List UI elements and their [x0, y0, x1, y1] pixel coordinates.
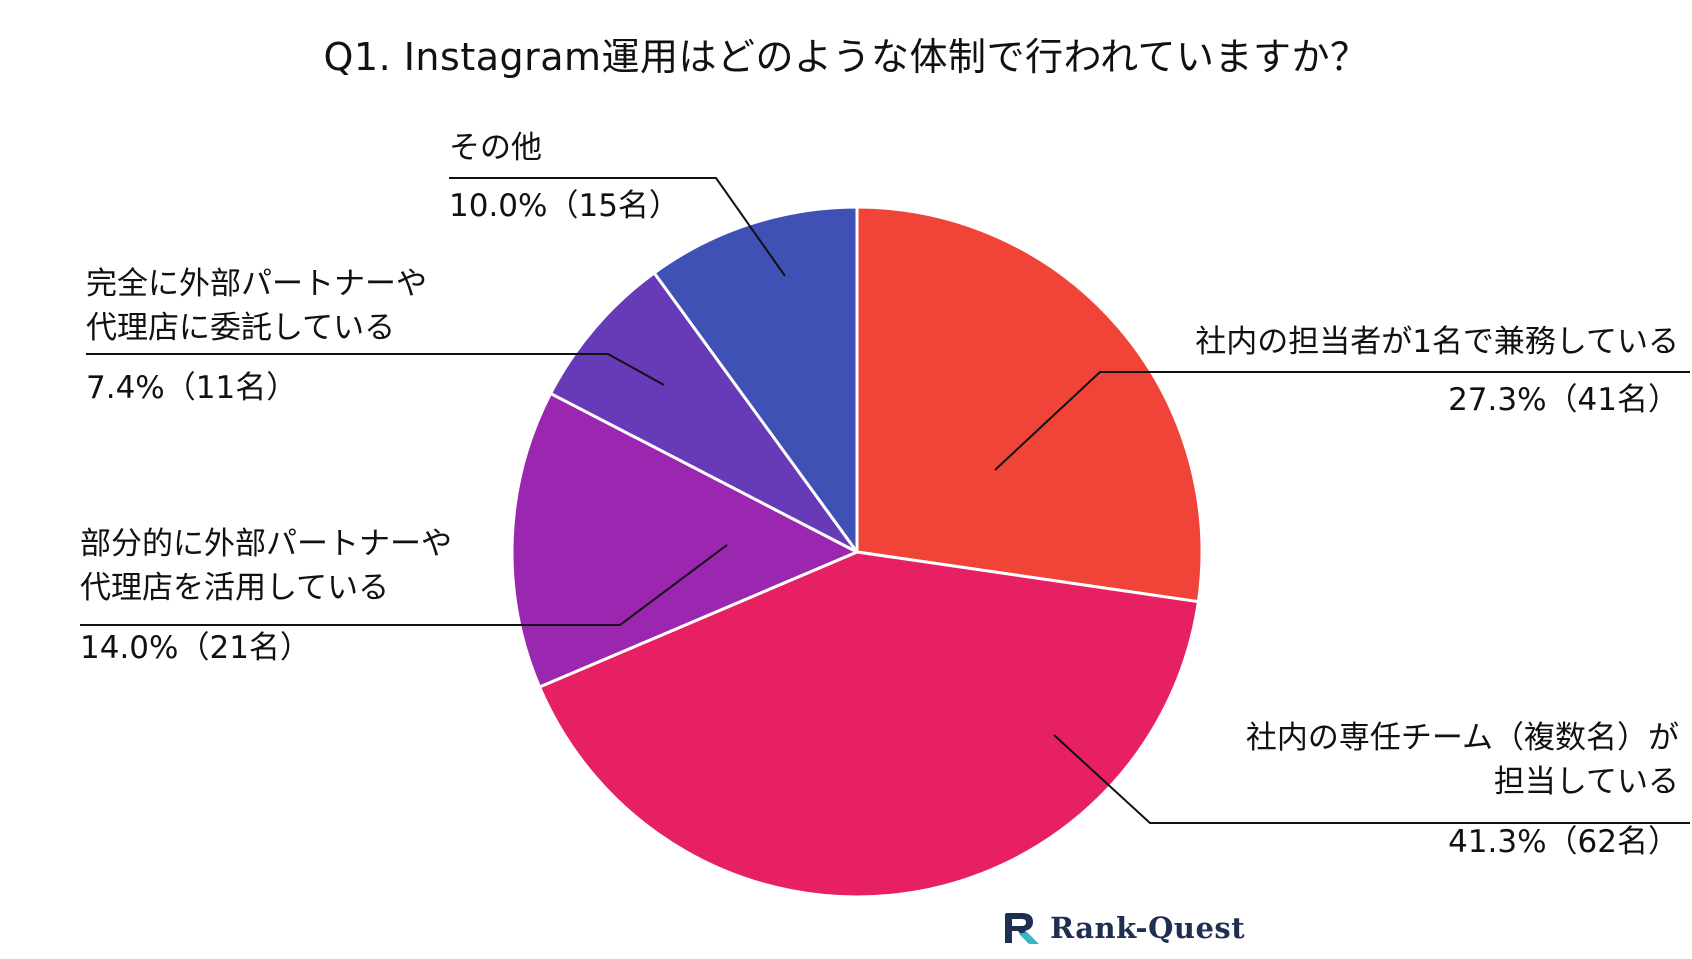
slice-dedicated-team [538, 550, 1200, 899]
slice-label-line: 代理店を活用している [80, 570, 390, 606]
slice-value: 7.4%（11名） [86, 370, 298, 406]
slice-label-line: 代理店に委託している [86, 310, 396, 346]
slice-label-dedicated-team: 社内の専任チーム（複数名）が 担当している 41.3%（62名） [1246, 716, 1679, 864]
slice-value: 14.0%（21名） [80, 630, 311, 666]
slice-value: 27.3%（41名） [1448, 382, 1679, 418]
slice-label-line: 社内の担当者が1名で兼務している [1195, 324, 1679, 360]
slice-label-other: その他 10.0%（15名） [449, 126, 680, 228]
slice-label-full-outsourcing: 完全に外部パートナーや 代理店に委託している 7.4%（11名） [86, 262, 427, 410]
leader-line-other [449, 177, 786, 277]
chart-title: Q1. Instagram運用はどのような体制で行われていますか？ [323, 35, 1369, 79]
slice-label-line: その他 [449, 130, 542, 166]
slice-solo-staff [855, 205, 1204, 604]
slice-label-line: 担当している [1493, 764, 1679, 800]
slice-full-outsourcing [549, 271, 859, 554]
leader-line-dedicated-team [1053, 734, 1690, 824]
slice-value: 10.0%（15名） [449, 188, 680, 224]
leader-line-solo-staff [994, 371, 1690, 471]
leader-line-full-outsourcing [86, 353, 665, 386]
rank-quest-logo: Rank-Quest [1002, 910, 1245, 946]
rank-quest-logo-icon [1005, 913, 1039, 944]
slice-partial-outsourcing [510, 391, 859, 689]
slice-label-line: 社内の専任チーム（複数名）が [1245, 720, 1679, 756]
pie-slices [510, 205, 1204, 899]
slice-label-line: 部分的に外部パートナーや [80, 526, 452, 562]
slice-other [652, 205, 859, 554]
slice-label-solo-staff: 社内の担当者が1名で兼務している 27.3%（41名） [1195, 320, 1679, 422]
slice-label-line: 完全に外部パートナーや [86, 266, 427, 302]
leader-lines [80, 177, 1690, 824]
rank-quest-logo-text: Rank-Quest [1050, 911, 1246, 945]
slice-value: 41.3%（62名） [1448, 824, 1679, 860]
leader-line-partial-outsourcing [80, 544, 728, 626]
slice-label-partial-outsourcing: 部分的に外部パートナーや 代理店を活用している 14.0%（21名） [80, 522, 452, 670]
